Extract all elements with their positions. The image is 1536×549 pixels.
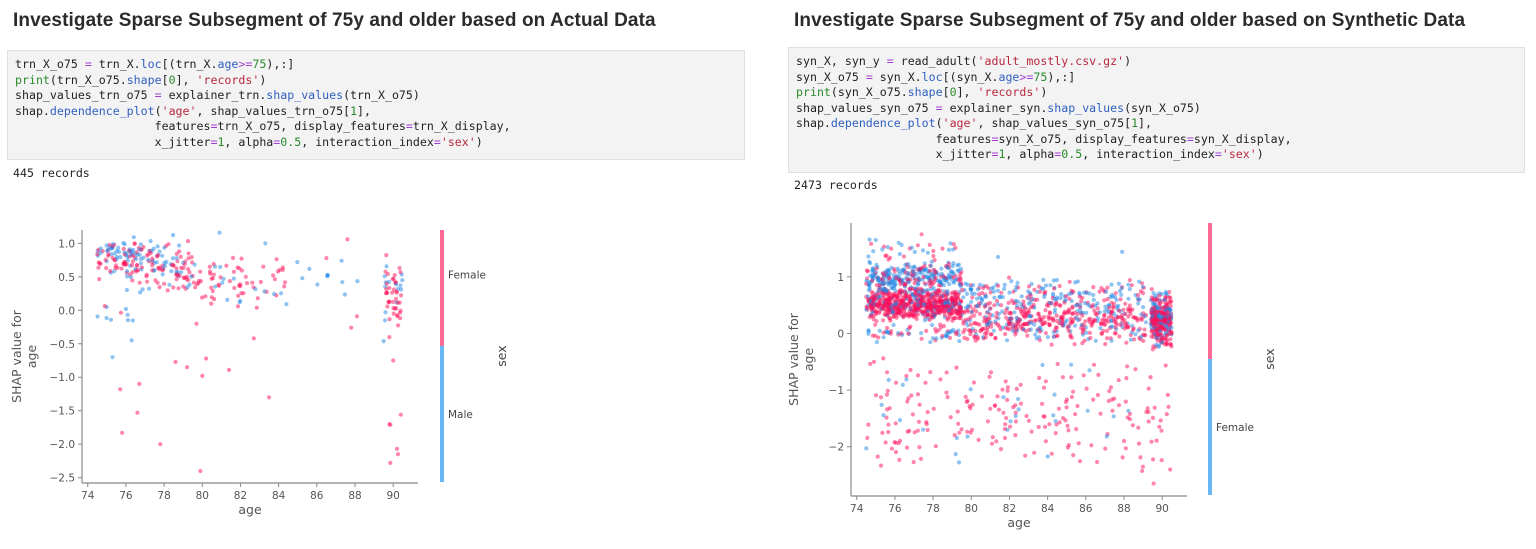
y-tick-label: 0.0: [58, 305, 75, 317]
x-tick-label: 76: [888, 503, 902, 515]
x-tick-label: 76: [119, 490, 133, 502]
left-section-title: Investigate Sparse Subsegment of 75y and…: [13, 10, 656, 31]
x-tick-label: 88: [1117, 503, 1130, 515]
x-tick-label: 84: [1041, 503, 1055, 515]
y-tick-label: 0: [837, 328, 844, 340]
x-tick-label: 82: [1003, 503, 1016, 515]
x-tick-label: 86: [1079, 503, 1093, 515]
x-tick-label: 78: [926, 503, 939, 515]
x-tick-label: 74: [81, 490, 95, 502]
code-line: features=syn_X_o75, display_features=syn…: [796, 131, 1292, 146]
y-tick-label: 1: [837, 272, 844, 284]
y-tick-label: −2.0: [50, 439, 76, 451]
x-tick-label: 86: [310, 490, 324, 502]
x-tick-label: 84: [272, 490, 286, 502]
code-line: shap.dependence_plot('age', shap_values_…: [15, 103, 372, 118]
code-line: x_jitter=1, alpha=0.5, interaction_index…: [15, 134, 483, 149]
axes: 74 76 78 80 82 84 86 88 90 1.0 0.5 0.0 −0.5 −1.0 −1.5 −…: [9, 230, 418, 517]
code-line: syn_X_o75 = syn_X.loc[(syn_X.age>=75),:]: [796, 69, 1076, 84]
code-line: features=trn_X_o75, display_features=trn…: [15, 119, 511, 133]
code-line: print(syn_X_o75.shape[0], 'records'): [796, 85, 1048, 99]
colorbar-title: sex: [1262, 348, 1277, 369]
y-tick-label: −0.5: [50, 339, 76, 351]
code-line: shap_values_syn_o75 = explainer_syn.shap…: [796, 100, 1201, 115]
left-cell-output: 445 records: [13, 166, 90, 180]
scatter-points: [95, 230, 405, 474]
x-tick-label: 78: [157, 490, 170, 502]
code-line: syn_X, syn_y = read_adult('adult_mostly.…: [796, 54, 1132, 68]
x-tick-label: 82: [234, 490, 247, 502]
y-axis-label: SHAP value for: [786, 312, 801, 406]
colorbar-label-top: Female: [448, 270, 486, 282]
y-tick-label: 0.5: [58, 272, 75, 284]
y-axis-label: SHAP value for: [9, 309, 24, 403]
left-code-cell[interactable]: trn_X_o75 = trn_X.loc[(trn_X.age>=75),:]…: [7, 50, 745, 160]
y-tick-label: −2.5: [50, 473, 76, 485]
code-line: print(trn_X_o75.shape[0], 'records'): [15, 72, 267, 87]
x-tick-label: 80: [196, 490, 209, 502]
sex-colorbar: Female sex: [1208, 223, 1277, 495]
y-tick-label: −2: [829, 442, 844, 454]
code-line: x_jitter=1, alpha=0.5, interaction_index…: [796, 147, 1264, 161]
code-line: trn_X_o75 = trn_X.loc[(trn_X.age>=75),:]: [15, 57, 295, 71]
right-code-cell[interactable]: syn_X, syn_y = read_adult('adult_mostly.…: [788, 47, 1525, 173]
x-axis-label: age: [1007, 515, 1031, 530]
x-tick-label: 90: [386, 490, 399, 502]
y-tick-label: −1.5: [50, 406, 76, 418]
y-tick-label: 1.0: [58, 238, 75, 250]
code-line: shap_values_trn_o75 = explainer_trn.shap…: [15, 88, 420, 102]
right-section-title: Investigate Sparse Subsegment of 75y and…: [794, 10, 1466, 31]
colorbar-label-bottom: Female: [1216, 422, 1254, 434]
y-tick-label: −1: [829, 385, 844, 397]
x-tick-label: 88: [348, 490, 361, 502]
x-tick-label: 90: [1155, 503, 1168, 515]
right-cell-output: 2473 records: [794, 178, 878, 192]
y-tick-label: −1.0: [50, 372, 76, 384]
colorbar-label-bottom: Male: [448, 409, 473, 421]
x-tick-label: 80: [965, 503, 978, 515]
scatter-points: [864, 232, 1174, 486]
sex-colorbar: Female Male sex: [440, 230, 509, 482]
code-line: shap.dependence_plot('age', shap_values_…: [796, 116, 1153, 130]
colorbar-title: sex: [494, 345, 509, 366]
left-dependence-plot: 74 76 78 80 82 84 86 88 90 1.0 0.5 0.0 −0.5 −1.0 −1.5 −…: [9, 230, 509, 517]
y-axis-label: age: [24, 345, 39, 369]
x-tick-label: 74: [850, 503, 864, 515]
y-axis-label: age: [801, 348, 816, 372]
x-axis-label: age: [238, 502, 262, 517]
